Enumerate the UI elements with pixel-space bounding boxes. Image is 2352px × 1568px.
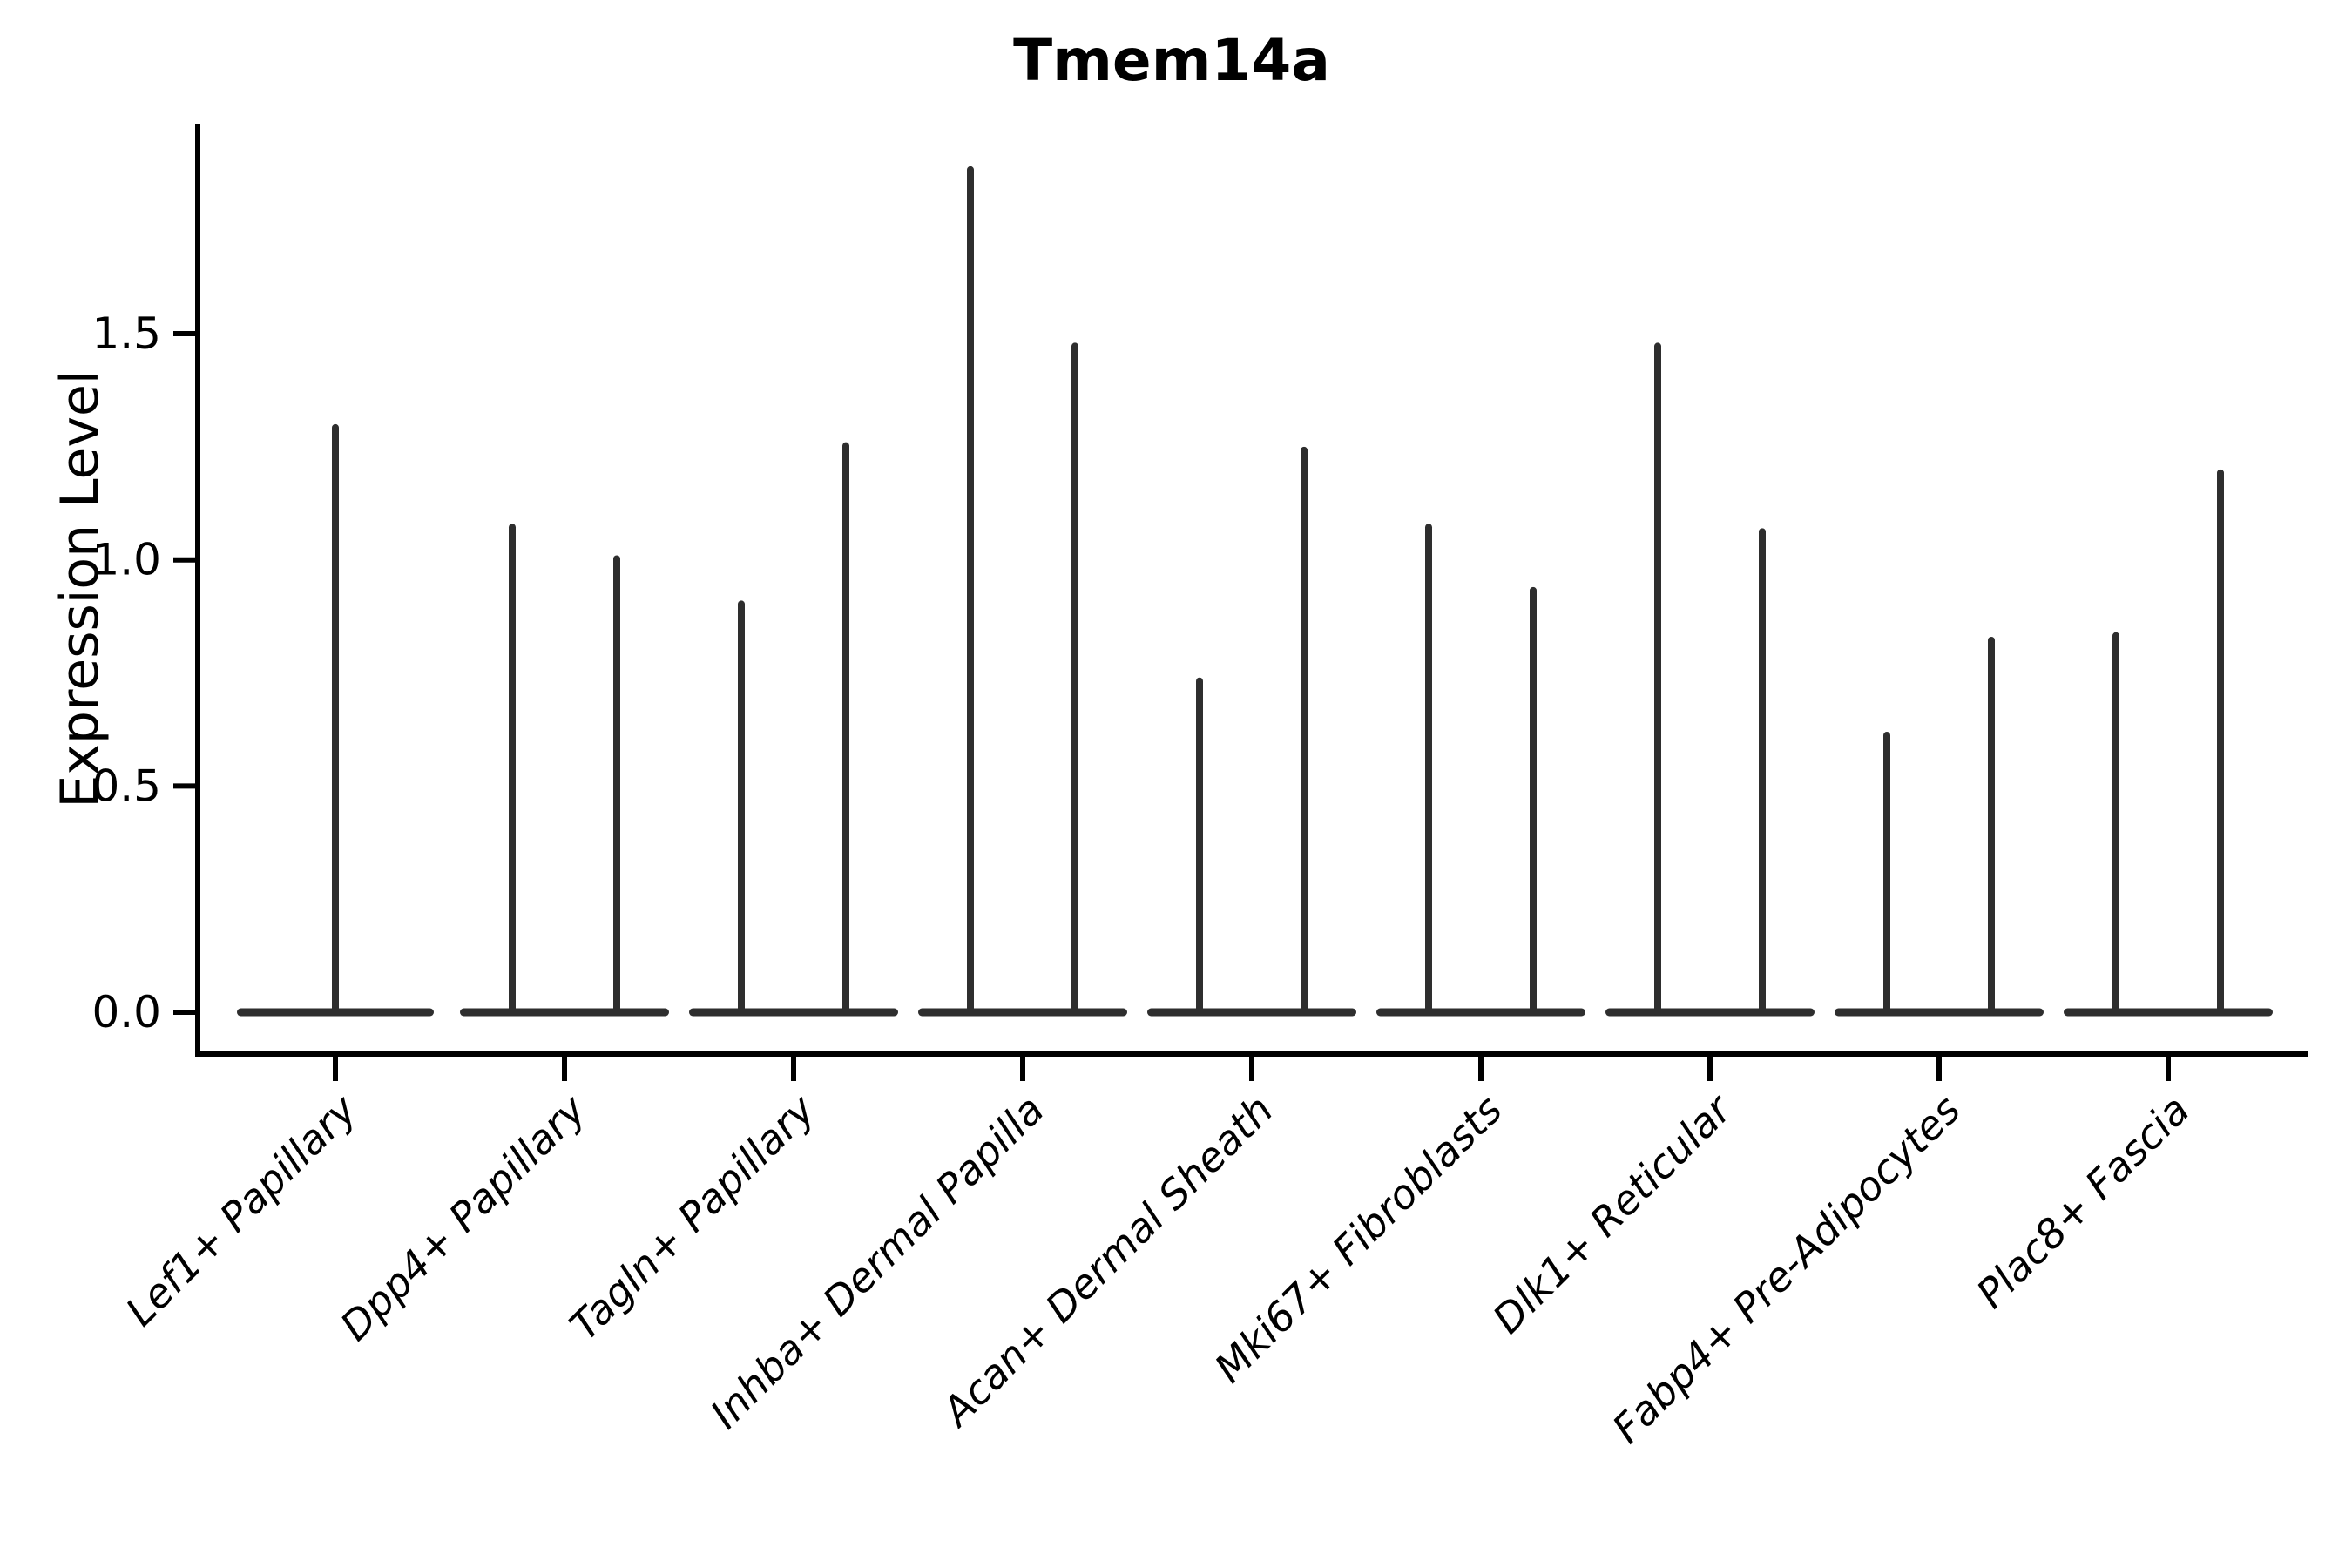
violin-base <box>918 1008 1127 1017</box>
violin-max-spike <box>1425 524 1432 1017</box>
y-tick-label: 0.0 <box>91 987 161 1037</box>
y-tick-label: 1.0 <box>91 535 161 585</box>
violin-base <box>689 1008 898 1017</box>
violin-max-spike <box>1988 636 1995 1017</box>
violin-base <box>2064 1008 2273 1017</box>
y-axis-label: Expression Level <box>50 369 111 808</box>
violin-max-spike <box>1071 342 1078 1017</box>
plot-title: Tmem14a <box>1013 27 1330 94</box>
violin-max-spike <box>613 555 620 1017</box>
violin-max-spike <box>842 442 849 1017</box>
violin-max-spike <box>1654 342 1661 1017</box>
violin-max-spike <box>738 600 745 1017</box>
violin-max-spike <box>2112 632 2119 1017</box>
violin-max-spike <box>1301 446 1308 1017</box>
y-tick-label: 0.5 <box>91 760 161 811</box>
x-tick-label: Lef1+ Papillary <box>117 1085 366 1335</box>
violin-base <box>460 1008 669 1017</box>
violin-max-spike <box>509 524 516 1017</box>
violins <box>237 166 2273 1017</box>
violin-base <box>1835 1008 2044 1017</box>
violin-base <box>1376 1008 1585 1017</box>
violin-max-spike <box>2217 469 2224 1017</box>
violin-base <box>1605 1008 1815 1017</box>
violin-max-spike <box>332 423 339 1017</box>
violin-max-spike <box>1759 528 1766 1017</box>
violin-base <box>1147 1008 1356 1017</box>
x-tick-label: Dlk1+ Reticular <box>1484 1084 1742 1342</box>
y-axis-ticks: 0.0 0.5 1.0 1.5 <box>91 308 198 1037</box>
violin-max-spike <box>967 166 974 1017</box>
x-tick-label: Plac8+ Fascia <box>1967 1086 2198 1317</box>
violin-max-spike <box>1530 586 1537 1017</box>
x-tick-label: Dpp4+ Papillary <box>331 1085 595 1349</box>
x-tick-label: Tagln+ Papillary <box>560 1085 824 1349</box>
violin-max-spike <box>1196 677 1203 1017</box>
violin-max-spike <box>1883 732 1890 1017</box>
y-tick-label: 1.5 <box>91 308 161 359</box>
